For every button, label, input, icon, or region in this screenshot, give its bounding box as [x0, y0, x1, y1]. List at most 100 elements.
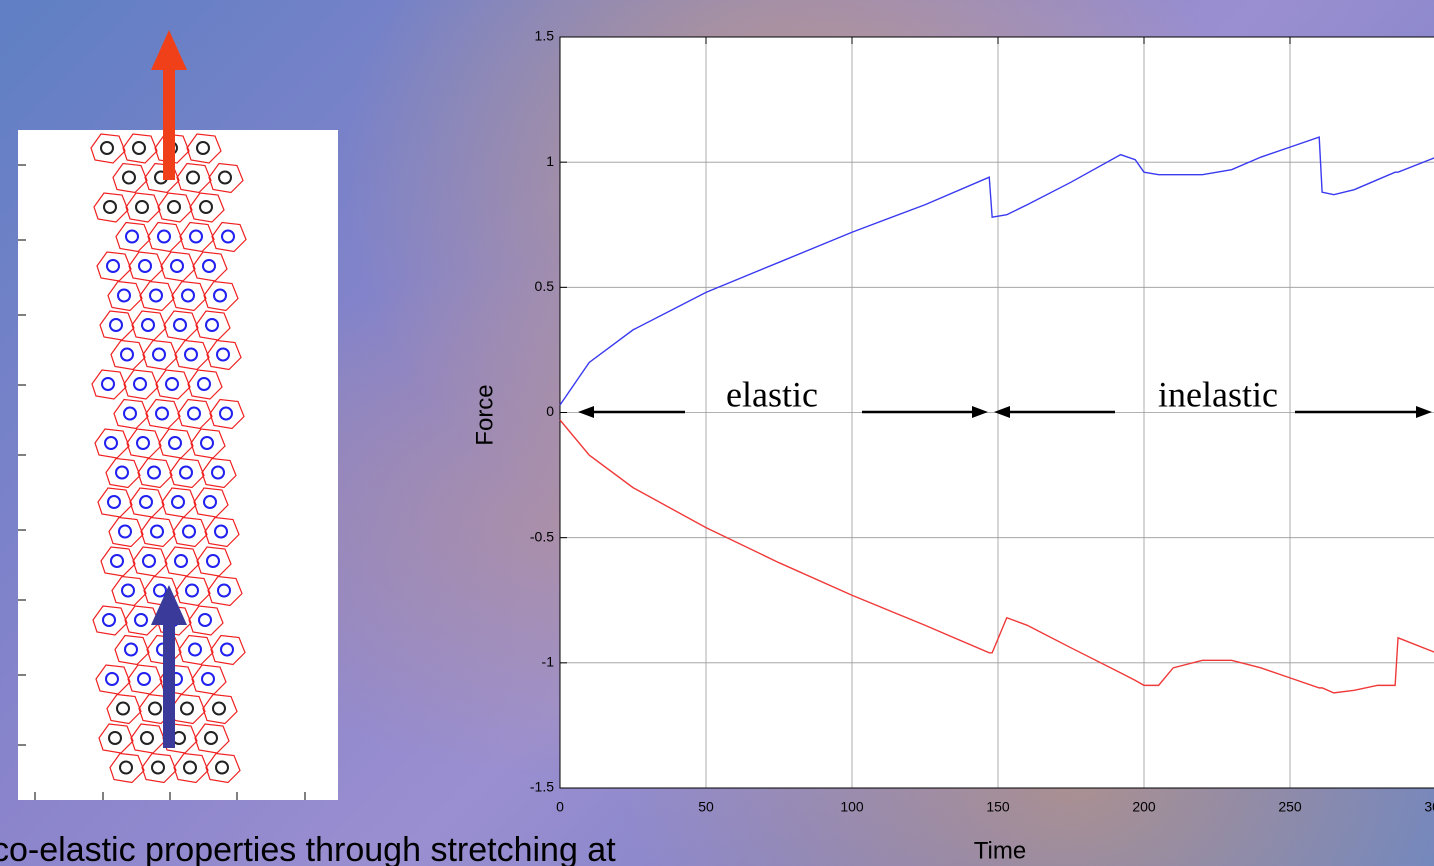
annotation-arrowhead — [1416, 406, 1432, 418]
cell — [115, 221, 151, 253]
cell — [111, 575, 147, 607]
annotation: elastic — [726, 374, 818, 414]
cell — [99, 310, 135, 341]
cell — [122, 133, 158, 164]
cell-nucleus — [152, 347, 166, 362]
cell — [175, 575, 211, 607]
cell-nucleus — [184, 347, 198, 362]
cell-nucleus — [199, 200, 213, 214]
cell-nucleus — [220, 642, 234, 657]
cell — [141, 752, 177, 784]
cell — [210, 634, 246, 666]
cell-nucleus — [103, 200, 117, 214]
cell — [207, 575, 243, 607]
cell — [190, 428, 226, 459]
cell — [129, 487, 165, 518]
cell — [139, 280, 175, 312]
cell-nucleus — [198, 613, 212, 627]
y-tick-label: 0.5 — [535, 278, 555, 294]
cell — [193, 487, 229, 518]
cell-nucleus — [148, 701, 162, 716]
cell-nucleus — [119, 760, 133, 775]
cell-nucleus — [186, 170, 200, 185]
cell — [178, 634, 214, 666]
x-tick-label: 50 — [698, 799, 714, 815]
cell — [202, 693, 238, 725]
x-tick-label: 100 — [840, 799, 864, 815]
cell — [208, 162, 244, 194]
cell — [110, 339, 146, 371]
cell-nucleus — [212, 701, 226, 716]
cell — [100, 546, 136, 577]
cell-nucleus — [202, 259, 216, 273]
cell-nucleus — [118, 524, 132, 539]
annotation: inelastic — [1158, 374, 1278, 414]
series-line — [559, 419, 1434, 694]
cell-nucleus — [150, 524, 164, 539]
cell-nucleus — [180, 701, 194, 716]
cell-nucleus — [203, 495, 217, 509]
cell-nucleus — [217, 583, 231, 598]
series-line — [559, 136, 1434, 406]
cell — [179, 221, 215, 253]
cell-nucleus — [196, 141, 210, 155]
cell-nucleus — [106, 259, 120, 273]
cell — [113, 398, 149, 430]
cell-nucleus — [216, 347, 230, 362]
cell-nucleus — [102, 613, 116, 627]
cell — [125, 192, 161, 223]
cell-nucleus — [108, 731, 122, 745]
cell-nucleus — [170, 259, 184, 273]
cell — [192, 251, 228, 282]
cell — [176, 162, 212, 194]
cell — [211, 221, 247, 253]
x-tick-label: 150 — [986, 799, 1010, 815]
cell — [114, 634, 150, 666]
cell — [206, 339, 242, 371]
cell — [164, 546, 200, 577]
cell-nucleus — [100, 141, 114, 155]
cell — [98, 723, 134, 754]
cell-nucleus — [187, 406, 201, 421]
annotation-arrowhead — [578, 406, 594, 418]
cell-nucleus — [219, 406, 233, 421]
cell-nucleus — [153, 583, 167, 598]
cell-nucleus — [200, 436, 214, 450]
cell-nucleus — [168, 436, 182, 450]
x-tick-label: 250 — [1278, 799, 1302, 815]
cell — [209, 398, 245, 430]
cell-nucleus — [201, 672, 215, 686]
cell — [109, 752, 145, 784]
pull-arrow-shaft — [163, 65, 175, 180]
cell — [205, 752, 241, 784]
x-axis-label: Time — [974, 837, 1026, 864]
cell — [163, 310, 199, 341]
cell-nucleus — [188, 642, 202, 657]
cell-nucleus — [132, 141, 146, 155]
cell-nucleus — [213, 288, 227, 303]
cell — [108, 516, 144, 548]
cell — [201, 457, 237, 489]
y-tick-label: -1.5 — [530, 779, 554, 795]
cell-nucleus — [214, 524, 228, 539]
cell — [132, 546, 168, 577]
cell-nucleus — [218, 170, 232, 185]
cell — [126, 428, 162, 459]
cell-nucleus — [197, 377, 211, 391]
cell-nucleus — [215, 760, 229, 775]
cell-nucleus — [157, 229, 171, 244]
cell — [143, 575, 179, 607]
y-tick-label: 1.5 — [535, 28, 555, 44]
cell — [174, 339, 210, 371]
cell-nucleus — [109, 318, 123, 332]
x-tick-label: 0 — [556, 799, 564, 815]
push-arrow-shaft — [163, 620, 175, 748]
cell-nucleus — [123, 406, 137, 421]
annotation-arrowhead — [994, 406, 1010, 418]
cell — [91, 369, 127, 400]
cell-nucleus — [185, 583, 199, 598]
cell — [187, 369, 223, 400]
cell-nucleus — [174, 554, 188, 568]
